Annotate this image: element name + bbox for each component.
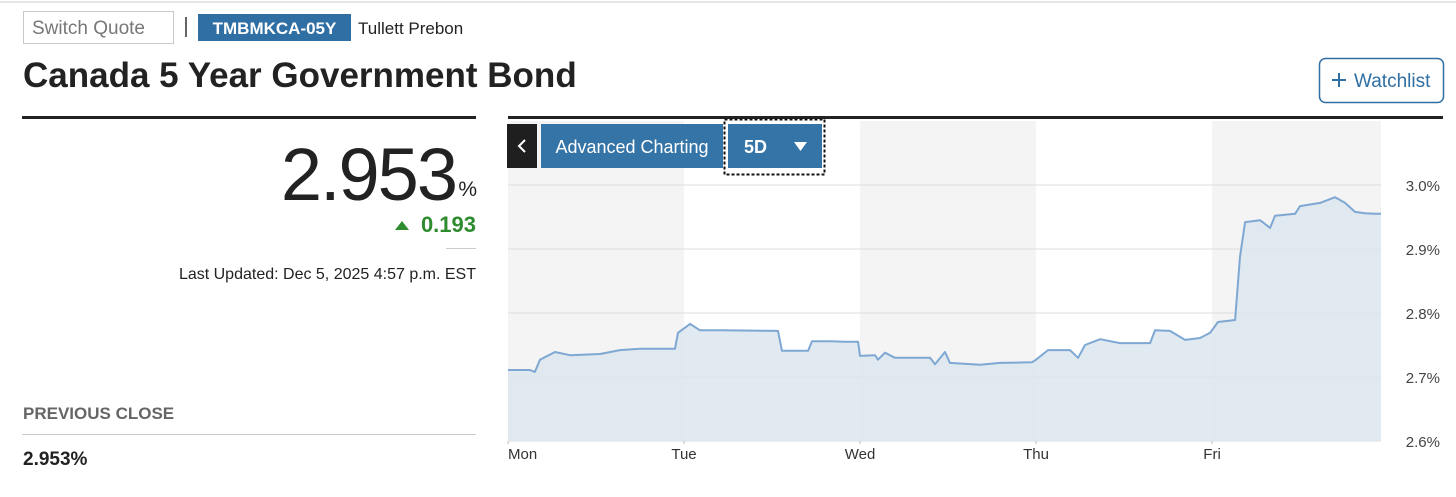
source: Tullett Prebon (358, 19, 463, 38)
symbol: TMBMKCA-05Y (213, 19, 337, 38)
y-tick-label: 2.9% (1406, 242, 1440, 259)
change: 0.193 (421, 212, 476, 237)
range-focus-ring[interactable] (723, 118, 826, 176)
x-tick-label: Tue (671, 446, 696, 463)
range-dropdown[interactable]: 5D (723, 118, 826, 176)
y-tick-label: 2.6% (1406, 434, 1440, 451)
title: Canada 5 Year Government Bond (23, 56, 577, 95)
axes: 2.6% 2.7% 2.8% 2.9% 3.0% Mon Tue Wed Thu Fri (507, 178, 1440, 463)
x-tick-label: Mon (508, 446, 537, 463)
area-fill (508, 197, 1381, 441)
chevron-icon[interactable] (517, 139, 526, 153)
collapse-button[interactable] (507, 124, 537, 168)
range-box[interactable] (728, 124, 822, 168)
last-updated: Last Updated: Dec 5, 2025 4:57 p.m. EST (179, 266, 476, 283)
y-tick-label: 3.0% (1406, 178, 1440, 195)
watchlist-button[interactable]: Watchlist (1318, 57, 1445, 104)
watchlist-box[interactable] (1318, 57, 1445, 104)
x-tick-label: Wed (845, 446, 876, 463)
advanced-charting-button[interactable]: Advanced Charting (541, 124, 723, 168)
collapse-box[interactable] (507, 124, 537, 168)
y-tick-label: 2.8% (1406, 306, 1440, 323)
dropdown-arrow[interactable] (794, 142, 807, 151)
symbol-badge (198, 14, 351, 41)
x-tick-label: Thu (1023, 446, 1049, 463)
switch-quote-box[interactable] (23, 11, 174, 44)
series (508, 196, 1381, 441)
advanced-charting-box[interactable] (541, 124, 723, 168)
advanced-charting-text[interactable]: Advanced Charting (555, 137, 708, 157)
price-line (508, 196, 1381, 373)
price-unit: % (458, 178, 477, 201)
plus-icon[interactable] (1332, 73, 1346, 87)
watchlist-text[interactable]: Watchlist (1354, 71, 1431, 92)
x-tick-label: Fri (1203, 446, 1221, 463)
previous-close: 2.953% (23, 449, 88, 470)
switch-quote-text[interactable]: Switch Quote (32, 18, 145, 39)
up-arrow (395, 221, 409, 230)
y-tick-label: 2.7% (1406, 370, 1440, 387)
range-text[interactable]: 5D (744, 137, 767, 157)
price: 2.953 (281, 133, 456, 216)
switch-quote[interactable]: Switch Quote (23, 11, 174, 44)
previous-close-label: PREVIOUS CLOSE (23, 404, 174, 423)
